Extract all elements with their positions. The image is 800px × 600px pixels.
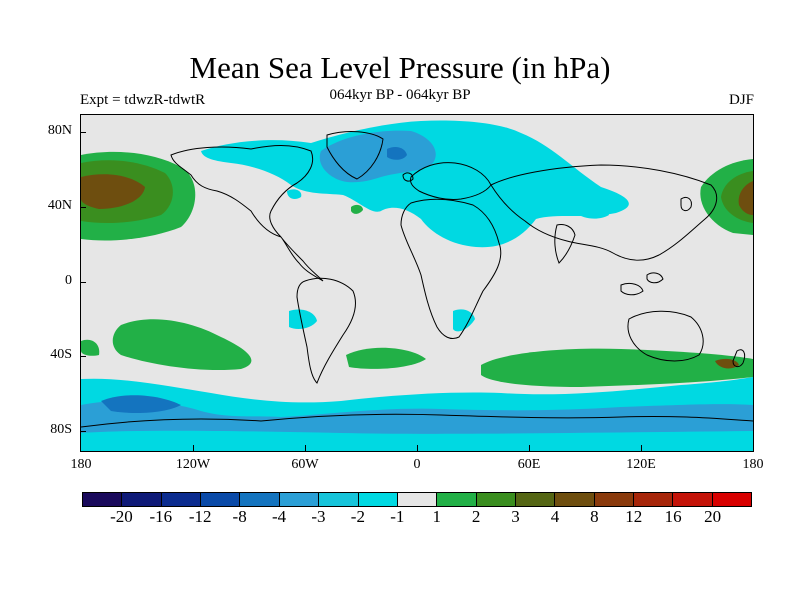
plot-title: Mean Sea Level Pressure (in hPa) — [189, 50, 611, 85]
colorbar-swatch — [201, 493, 241, 506]
southern-ocean-dark-patch — [101, 395, 181, 413]
map-svg — [81, 115, 753, 451]
arctic-eurasia-negative-light — [201, 120, 629, 248]
x-tick-mark — [417, 445, 418, 451]
colorbar-swatch — [673, 493, 713, 506]
colorbar-swatch — [555, 493, 595, 506]
colorbar-label: 4 — [550, 507, 560, 526]
y-tick-mark — [80, 431, 86, 432]
colorbar-swatch — [634, 493, 674, 506]
y-tick-mark — [80, 207, 86, 208]
x-tick-label-180w: 180 — [70, 457, 92, 472]
y-tick-mark — [80, 356, 86, 357]
x-tick-label-120w: 120W — [175, 457, 211, 472]
x-tick-mark — [529, 445, 530, 451]
indian-ocean-positive-band — [481, 348, 753, 387]
y-tick-label-40s: 40S — [50, 347, 72, 362]
south-pacific-positive-band — [112, 319, 252, 371]
x-tick-label-120e: 120E — [626, 457, 656, 472]
colorbar-label: -8 — [232, 507, 247, 526]
colorbar-label: -1 — [390, 507, 405, 526]
caribbean-negative-small — [287, 189, 302, 199]
colorbar-swatch — [358, 493, 398, 506]
south-atlantic-positive-band — [346, 347, 426, 369]
y-tick-label-80n: 80N — [47, 123, 72, 138]
colorbar-swatch — [397, 493, 438, 506]
east-asia-negative — [576, 205, 609, 219]
arctic-negative-dark — [387, 147, 407, 160]
colorbar-label: 20 — [704, 507, 722, 526]
colorbar-swatch — [279, 493, 320, 506]
map-panel — [80, 114, 754, 452]
colorbar-label: -16 — [149, 507, 173, 526]
colorbar-swatch — [83, 493, 123, 506]
west-edge-positive — [81, 339, 100, 356]
y-tick-label-0: 0 — [65, 273, 72, 288]
colorbar-label: 8 — [590, 507, 599, 526]
colorbar-label: -20 — [110, 507, 133, 526]
colorbar-label: 12 — [625, 507, 643, 526]
colorbar-label: 16 — [664, 507, 682, 526]
x-tick-label-60w: 60W — [291, 457, 319, 472]
y-tick-label-80s: 80S — [50, 422, 72, 437]
atlantic-positive-blob — [351, 204, 363, 214]
colorbar-label: 3 — [511, 507, 520, 526]
colorbar-swatch — [594, 493, 635, 506]
colorbar-swatch — [515, 493, 556, 506]
x-tick-mark — [305, 445, 306, 451]
colorbar-label: -2 — [350, 507, 365, 526]
period-label: 064kyr BP - 064kyr BP — [329, 87, 471, 103]
colorbar-swatch — [161, 493, 202, 506]
y-tick-label-40n: 40N — [47, 198, 72, 213]
colorbar-swatch — [122, 493, 162, 506]
y-tick-mark — [80, 132, 86, 133]
colorbar — [82, 492, 752, 507]
north-pacific-positive-dark — [81, 174, 145, 209]
south-atlantic-negative — [289, 309, 317, 329]
colorbar-swatch — [712, 493, 752, 506]
x-tick-label-60e: 60E — [517, 457, 541, 472]
colorbar-label: -12 — [188, 507, 212, 526]
colorbar-label: -4 — [271, 507, 287, 526]
colorbar-swatch — [319, 493, 359, 506]
colorbar-label: 2 — [471, 507, 481, 526]
coastlines — [81, 131, 753, 428]
x-tick-mark — [641, 445, 642, 451]
experiment-label: Expt = tdwzR-tdwtR — [80, 92, 206, 108]
colorbar-swatch — [476, 493, 516, 506]
x-tick-label-0: 0 — [413, 457, 421, 472]
southern-ocean-bottom-light — [81, 430, 753, 451]
y-tick-mark — [80, 282, 86, 283]
season-label: DJF — [728, 92, 754, 108]
mozambique-negative — [453, 309, 475, 332]
colorbar-label: 1 — [432, 507, 441, 526]
x-tick-label-180e: 180 — [742, 457, 764, 472]
colorbar-label: -3 — [311, 507, 326, 526]
east-edge-positive-dark — [738, 181, 753, 215]
x-tick-mark — [193, 445, 194, 451]
colorbar-swatch — [437, 493, 477, 506]
colorbar-swatch — [240, 493, 280, 506]
